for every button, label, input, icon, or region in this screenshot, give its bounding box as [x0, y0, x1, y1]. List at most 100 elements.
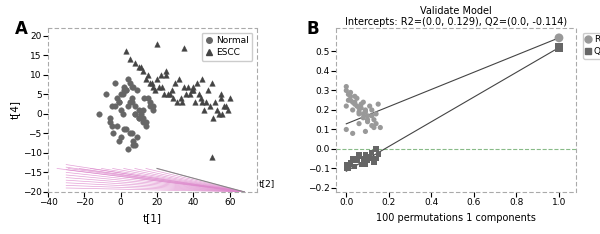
ESCC [156, 73, 166, 77]
Point [341, 165, 351, 168]
Normal [114, 139, 124, 143]
Point [367, 108, 377, 112]
ESCC [172, 100, 182, 104]
ESCC [199, 108, 209, 112]
ESCC [209, 116, 218, 120]
Normal [121, 89, 131, 92]
Normal [130, 143, 140, 147]
Normal [107, 124, 116, 128]
ESCC [194, 92, 203, 96]
Point [373, 153, 383, 157]
ESCC [221, 104, 231, 108]
ESCC [207, 155, 217, 159]
Point [363, 155, 373, 159]
ESCC [218, 112, 227, 116]
Point [356, 102, 366, 106]
Point [365, 155, 374, 159]
Point [358, 157, 368, 161]
Point [554, 36, 564, 40]
ESCC [136, 65, 145, 69]
ESCC [169, 96, 178, 100]
Point [341, 163, 351, 166]
ESCC [176, 96, 185, 100]
Point [348, 157, 358, 161]
Point [358, 112, 368, 116]
Point [352, 159, 362, 163]
ESCC [154, 85, 164, 88]
Normal [134, 116, 143, 120]
ESCC [185, 92, 194, 96]
Normal [138, 108, 148, 112]
Legend: R2, Q2: R2, Q2 [583, 33, 600, 59]
ESCC [152, 77, 162, 81]
ESCC [147, 81, 157, 84]
Normal [132, 135, 142, 139]
Normal [112, 96, 122, 100]
ESCC [178, 100, 187, 104]
Point [348, 100, 358, 104]
Point [356, 106, 366, 110]
Normal [127, 85, 136, 88]
Normal [107, 104, 116, 108]
Point [358, 116, 368, 120]
Point [341, 167, 351, 170]
Point [361, 153, 370, 157]
ESCC [163, 92, 173, 96]
ESCC [161, 73, 171, 77]
Normal [130, 112, 140, 116]
Normal [142, 124, 151, 128]
Title: Validate Model
Intercepts: R2=(0.0, 0.129), Q2=(0.0, -0.114): Validate Model Intercepts: R2=(0.0, 0.12… [345, 6, 567, 27]
Normal [127, 96, 136, 100]
Normal [118, 112, 127, 116]
ESCC [216, 92, 226, 96]
ESCC [167, 89, 176, 92]
ESCC [197, 100, 207, 104]
Point [341, 89, 351, 92]
Point [344, 98, 353, 102]
Point [344, 167, 353, 170]
Point [358, 161, 368, 165]
Normal [138, 116, 148, 120]
Normal [119, 85, 129, 88]
Point [371, 112, 381, 116]
Point [356, 163, 366, 166]
ESCC [170, 81, 180, 84]
Point [348, 108, 358, 112]
Normal [125, 81, 134, 84]
Point [346, 98, 355, 102]
Point [346, 95, 355, 98]
Point [354, 153, 364, 157]
Normal [134, 116, 143, 120]
ESCC [149, 85, 158, 88]
Normal [116, 108, 125, 112]
Point [341, 85, 351, 88]
Normal [145, 104, 155, 108]
ESCC [181, 92, 191, 96]
Normal [130, 104, 140, 108]
ESCC [125, 57, 134, 61]
ESCC [143, 73, 153, 77]
X-axis label: 100 permutations 1 components: 100 permutations 1 components [376, 213, 536, 223]
Point [354, 112, 364, 116]
ESCC [179, 46, 189, 49]
Point [341, 128, 351, 131]
ESCC [197, 77, 207, 81]
Normal [132, 89, 142, 92]
ESCC [205, 104, 215, 108]
Normal [140, 96, 149, 100]
Point [554, 46, 564, 49]
Point [367, 157, 377, 161]
Normal [119, 89, 129, 92]
Text: t[2]: t[2] [259, 180, 275, 189]
Point [373, 102, 383, 106]
ESCC [207, 81, 217, 84]
Point [358, 100, 368, 104]
ESCC [192, 81, 202, 84]
Normal [136, 112, 145, 116]
Point [371, 122, 381, 125]
Normal [119, 128, 129, 131]
Normal [114, 100, 124, 104]
ESCC [160, 92, 169, 96]
Normal [142, 120, 151, 124]
Normal [128, 143, 138, 147]
